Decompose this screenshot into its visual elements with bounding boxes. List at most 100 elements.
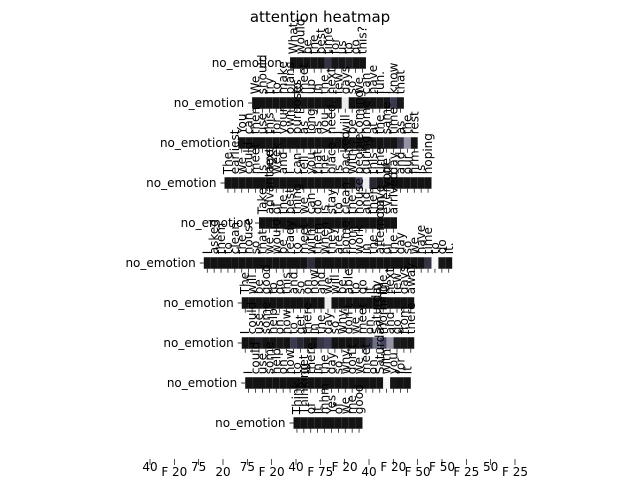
- heatmap-cell: [341, 257, 349, 269]
- heatmap-cell: [296, 297, 304, 309]
- heatmap-cell: [331, 57, 339, 69]
- heatmap-cell: [310, 337, 318, 349]
- token-label: so: [345, 81, 359, 95]
- heatmap-cell: [365, 337, 373, 349]
- heatmap-cell: [238, 137, 246, 149]
- token-label: help: [266, 308, 280, 334]
- token-label: we: [338, 397, 352, 414]
- token-label: and: [359, 192, 373, 215]
- heatmap-cell: [272, 137, 280, 149]
- token-label: good: [259, 264, 273, 294]
- heatmap-cell: [348, 217, 356, 229]
- token-label: own: [283, 109, 297, 134]
- row-label: no_emotion: [212, 56, 282, 70]
- token-label: from: [397, 306, 411, 334]
- heatmap-cell: [286, 177, 294, 189]
- heatmap-cell: [328, 377, 335, 389]
- token-label: so: [293, 281, 307, 295]
- token-label: so: [331, 361, 345, 375]
- heatmap-cell: [259, 377, 266, 389]
- token-label: on: [366, 359, 380, 374]
- heatmap-cell: [245, 137, 253, 149]
- token-label: are: [331, 235, 345, 254]
- heatmap-cell: [403, 377, 411, 389]
- heatmap-cell: [255, 337, 263, 349]
- heatmap-cell: [355, 137, 363, 149]
- token-label: there: [304, 343, 318, 375]
- token-label: of: [380, 242, 394, 254]
- heatmap-cell: [307, 217, 315, 229]
- token-label: use: [255, 113, 269, 134]
- heatmap-cell: [300, 177, 308, 189]
- heatmap-cell: [352, 297, 360, 309]
- bottom-tick-label: 40: [142, 460, 157, 474]
- token-label: meet: [297, 223, 311, 254]
- token-label: up: [304, 79, 318, 94]
- token-label: meet: [297, 63, 311, 94]
- heatmap-cell: [231, 257, 239, 269]
- heatmap-cell: [334, 417, 342, 429]
- token-label: don't: [345, 343, 359, 374]
- heatmap-cell: [383, 377, 391, 389]
- heatmap-cell: [259, 97, 266, 109]
- heatmap-cell: [290, 57, 297, 69]
- heatmap-cell: [369, 97, 377, 109]
- token-label: best: [314, 28, 328, 54]
- token-label: at: [366, 122, 380, 134]
- token-label: with: [304, 229, 318, 254]
- token-label: time: [387, 107, 401, 134]
- token-label: time: [421, 227, 435, 254]
- heatmap-cell: [283, 297, 291, 309]
- token-label: The: [221, 152, 235, 175]
- heatmap-cell: [310, 57, 318, 69]
- token-label: and: [276, 152, 290, 175]
- token-label: can: [359, 73, 373, 95]
- heatmap-cell: [279, 97, 287, 109]
- token-label: on: [300, 279, 314, 294]
- heatmap-cell: [252, 257, 259, 269]
- token-label: day: [387, 152, 401, 174]
- heatmap-cell: [348, 377, 356, 389]
- heatmap-cell: [383, 97, 391, 109]
- bottom-tick-label: F 75: [307, 465, 333, 479]
- heatmap-rows: no_emotionWhatwouldbethebesttimeforustod…: [125, 19, 456, 433]
- heatmap-cell: [317, 297, 325, 309]
- token-label: from: [345, 226, 359, 254]
- token-label: next: [383, 267, 397, 294]
- heatmap-cell: [334, 177, 342, 189]
- token-label: this: [262, 112, 276, 134]
- heatmap-cell: [231, 177, 239, 189]
- heatmap-cell: [321, 137, 328, 149]
- heatmap-cell: [300, 97, 308, 109]
- heatmap-cell: [438, 257, 446, 269]
- token-label: I: [200, 251, 214, 255]
- heatmap-cell: [307, 417, 315, 429]
- token-label: day: [321, 312, 335, 334]
- token-label: there: [300, 303, 314, 335]
- token-label: the: [376, 275, 390, 295]
- token-label: the: [373, 115, 387, 135]
- heatmap-cell: [341, 177, 349, 189]
- heatmap-cell: [272, 257, 280, 269]
- heatmap-cell: [403, 177, 411, 189]
- token-label: you: [304, 152, 318, 174]
- bottom-tick-label: 40: [288, 460, 303, 474]
- token-label: work: [352, 225, 366, 254]
- token-label: how: [280, 309, 294, 334]
- heatmap-cell: [345, 57, 353, 69]
- token-label: and: [383, 312, 397, 335]
- heatmap-cell: [410, 257, 418, 269]
- token-label: house: [242, 218, 256, 254]
- token-label: me: [345, 395, 359, 414]
- heatmap-cell: [417, 257, 425, 269]
- heatmap-cell: [362, 377, 370, 389]
- token-label: know: [387, 62, 401, 94]
- heatmap-cell: [290, 337, 297, 349]
- heatmap-cell: [300, 257, 308, 269]
- token-label: people: [352, 134, 366, 175]
- token-label: home: [359, 100, 373, 134]
- token-label: firm: [407, 150, 421, 174]
- token-label: long: [304, 108, 318, 134]
- token-label: of: [269, 202, 283, 214]
